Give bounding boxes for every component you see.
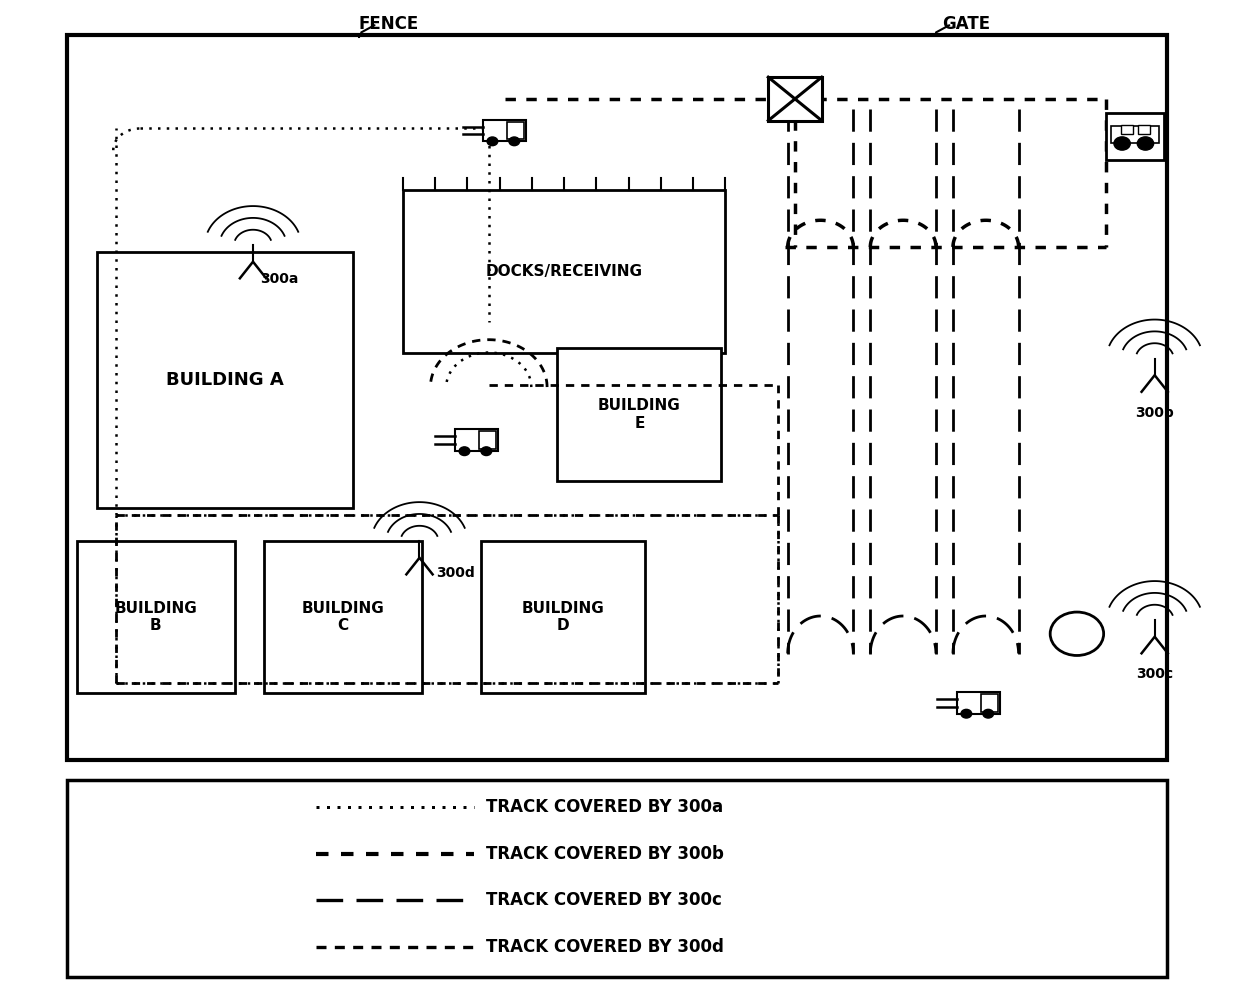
Bar: [981, 694, 998, 712]
Text: BUILDING
B: BUILDING B: [114, 601, 197, 633]
Circle shape: [459, 447, 470, 455]
Text: FENCE: FENCE: [360, 15, 419, 33]
Text: 300a: 300a: [260, 273, 299, 286]
Bar: [1106, 113, 1164, 160]
Bar: [1138, 126, 1151, 135]
Text: BUILDING A: BUILDING A: [166, 372, 284, 389]
Circle shape: [983, 709, 993, 718]
Bar: [870, 109, 936, 691]
Bar: [481, 541, 645, 694]
Text: BUILDING
C: BUILDING C: [301, 601, 384, 633]
Circle shape: [487, 137, 497, 146]
Bar: [1121, 126, 1133, 135]
Bar: [956, 692, 1001, 714]
Circle shape: [1137, 137, 1153, 150]
Bar: [403, 190, 725, 353]
Circle shape: [481, 447, 492, 455]
Circle shape: [508, 137, 520, 146]
Bar: [787, 109, 853, 691]
Circle shape: [961, 709, 972, 718]
Circle shape: [1114, 137, 1131, 150]
Bar: [954, 109, 1018, 691]
Bar: [67, 35, 1167, 760]
Bar: [1111, 126, 1159, 143]
Text: DOCKS/RECEIVING: DOCKS/RECEIVING: [486, 264, 642, 279]
Text: TRACK COVERED BY 300b: TRACK COVERED BY 300b: [486, 845, 724, 863]
Bar: [479, 431, 496, 449]
Text: TRACK COVERED BY 300d: TRACK COVERED BY 300d: [486, 938, 724, 956]
Text: BUILDING
D: BUILDING D: [522, 601, 604, 633]
Bar: [98, 252, 352, 509]
Text: BUILDING
E: BUILDING E: [598, 399, 681, 431]
Text: 300c: 300c: [1136, 668, 1173, 681]
Bar: [769, 78, 822, 121]
Text: 300b: 300b: [1136, 406, 1174, 420]
Bar: [507, 122, 525, 139]
Text: GATE: GATE: [942, 15, 991, 33]
Bar: [558, 348, 722, 481]
Text: TRACK COVERED BY 300a: TRACK COVERED BY 300a: [486, 799, 723, 817]
Bar: [264, 541, 422, 694]
Bar: [67, 779, 1167, 977]
Text: 300d: 300d: [436, 566, 475, 580]
Text: TRACK COVERED BY 300c: TRACK COVERED BY 300c: [486, 891, 722, 909]
Bar: [455, 430, 498, 451]
Bar: [77, 541, 234, 694]
Bar: [482, 120, 527, 141]
